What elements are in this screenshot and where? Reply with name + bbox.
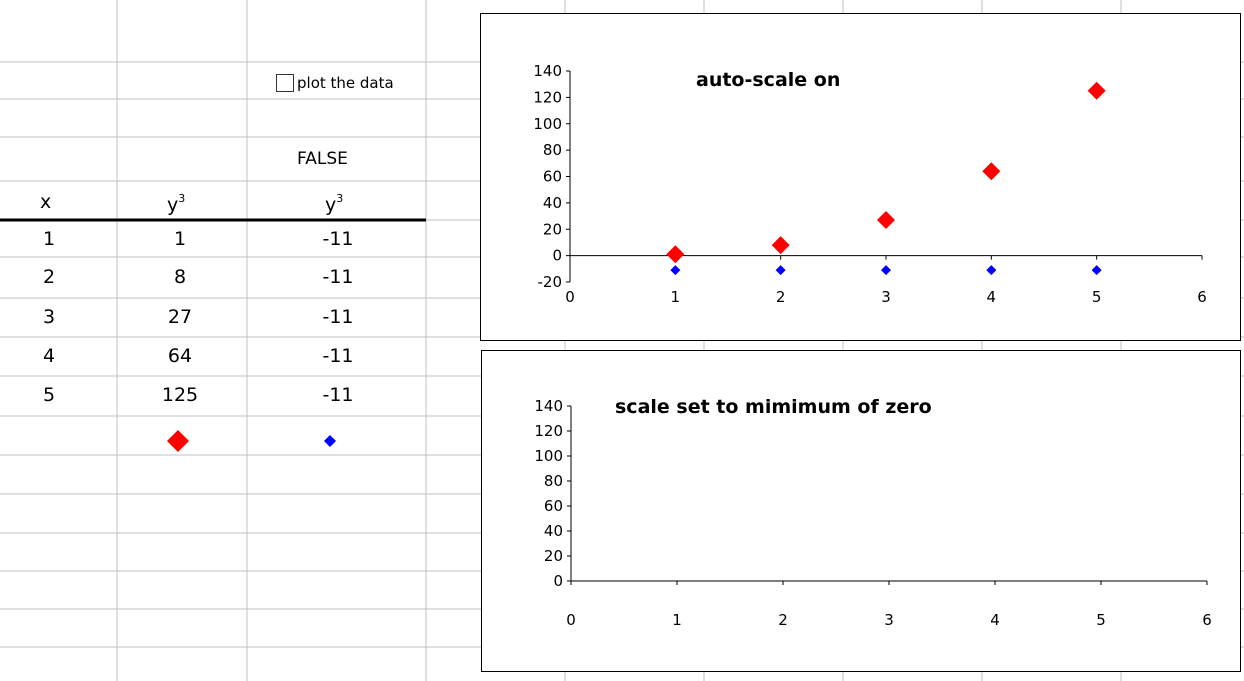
y-tick-label: 140 bbox=[534, 397, 563, 415]
cell-y[interactable]: 125 bbox=[161, 384, 199, 406]
legend-marker-blue bbox=[324, 435, 336, 447]
chart-min-zero-plot: 0 20 40 60 80 100 120 140 0 1 2 3 4 5 6 bbox=[534, 397, 1212, 629]
legend-blue-diamond-icon bbox=[324, 435, 336, 447]
cell-y2[interactable]: -11 bbox=[322, 266, 354, 288]
y-tick-label: 0 bbox=[552, 247, 562, 265]
x-tick-label: 0 bbox=[566, 611, 576, 629]
x-tick-label: 4 bbox=[990, 611, 1000, 629]
x-tick-label: 5 bbox=[1096, 611, 1106, 629]
cell-x[interactable]: 4 bbox=[43, 345, 56, 367]
y-tick-label: 120 bbox=[533, 88, 562, 106]
chart-auto-scale[interactable]: -20 0 20 40 60 80 100 120 140 0 1 2 3 4 5 6 auto-scale … bbox=[480, 13, 1241, 341]
plot-data-checkbox[interactable]: plot the data bbox=[276, 72, 394, 94]
data-point bbox=[666, 245, 685, 264]
data-point bbox=[986, 265, 997, 276]
y-tick-label: 100 bbox=[534, 447, 563, 465]
x-tick-label: 3 bbox=[881, 288, 891, 306]
chart-min-zero[interactable]: 0 20 40 60 80 100 120 140 0 1 2 3 4 5 6 scale set to m… bbox=[481, 350, 1241, 672]
legend-marker-red bbox=[167, 430, 189, 452]
y-tick-label: 40 bbox=[544, 522, 563, 540]
y-tick-label: 20 bbox=[544, 547, 563, 565]
y-tick-label: 80 bbox=[543, 141, 562, 159]
x-tick-label: 3 bbox=[884, 611, 894, 629]
header-y-col1-sup: 3 bbox=[178, 192, 186, 205]
data-point bbox=[982, 162, 1001, 181]
cell-x[interactable]: 3 bbox=[43, 306, 56, 328]
data-point bbox=[877, 211, 895, 230]
x-tick-label: 2 bbox=[778, 611, 788, 629]
x-tick-label: 6 bbox=[1197, 288, 1207, 306]
cell-y[interactable]: 1 bbox=[173, 228, 187, 250]
header-y-col2-base: y bbox=[325, 194, 337, 216]
x-tick-label: 0 bbox=[565, 288, 575, 306]
checkbox-label: plot the data bbox=[297, 74, 394, 92]
data-point bbox=[1091, 265, 1102, 276]
y-tick-label: 60 bbox=[544, 497, 563, 515]
cell-y2[interactable]: -11 bbox=[322, 384, 354, 406]
x-tick-label: 5 bbox=[1092, 288, 1102, 306]
chart-auto-scale-title: auto-scale on bbox=[696, 69, 841, 91]
cell-x[interactable]: 2 bbox=[43, 266, 56, 288]
x-tick-label: 4 bbox=[987, 288, 997, 306]
cell-y[interactable]: 8 bbox=[173, 266, 187, 288]
y-tick-label: 140 bbox=[533, 62, 562, 80]
x-tick-label: 1 bbox=[672, 611, 682, 629]
cell-y[interactable]: 64 bbox=[167, 345, 193, 367]
x-tick-label: 1 bbox=[671, 288, 681, 306]
y-tick-label: 100 bbox=[533, 115, 562, 133]
cell-y2[interactable]: -11 bbox=[322, 228, 354, 250]
header-y-col1[interactable]: y3 bbox=[167, 193, 185, 215]
cell-y2[interactable]: -11 bbox=[322, 306, 354, 328]
cell-x[interactable]: 5 bbox=[43, 384, 56, 406]
data-point bbox=[771, 236, 790, 255]
cell-y[interactable]: 27 bbox=[167, 306, 193, 328]
header-x[interactable]: x bbox=[40, 191, 52, 213]
y-tick-label: 40 bbox=[543, 194, 562, 212]
cell-y2[interactable]: -11 bbox=[322, 345, 354, 367]
x-tick-label: 2 bbox=[776, 288, 786, 306]
header-y-col2-sup: 3 bbox=[336, 192, 344, 205]
legend-red-diamond-icon bbox=[167, 430, 189, 452]
data-point bbox=[881, 265, 891, 276]
cell-x[interactable]: 1 bbox=[43, 228, 56, 250]
checkbox-value-cell[interactable]: FALSE bbox=[297, 149, 348, 169]
x-tick-label: 6 bbox=[1202, 611, 1212, 629]
y-tick-label: 60 bbox=[543, 168, 562, 186]
chart-min-zero-title: scale set to mimimum of zero bbox=[615, 396, 932, 418]
header-y-col2[interactable]: y3 bbox=[325, 193, 343, 215]
y-tick-label: 0 bbox=[553, 572, 563, 590]
y-tick-label: 80 bbox=[544, 472, 563, 490]
y-tick-label: 120 bbox=[534, 422, 563, 440]
header-y-col1-base: y bbox=[167, 194, 179, 216]
y-tick-label: 20 bbox=[543, 220, 562, 238]
y-tick-label: -20 bbox=[538, 273, 563, 291]
data-point bbox=[775, 265, 786, 276]
data-point bbox=[670, 265, 681, 276]
data-point bbox=[1087, 81, 1106, 100]
checkbox-box[interactable] bbox=[276, 74, 294, 92]
